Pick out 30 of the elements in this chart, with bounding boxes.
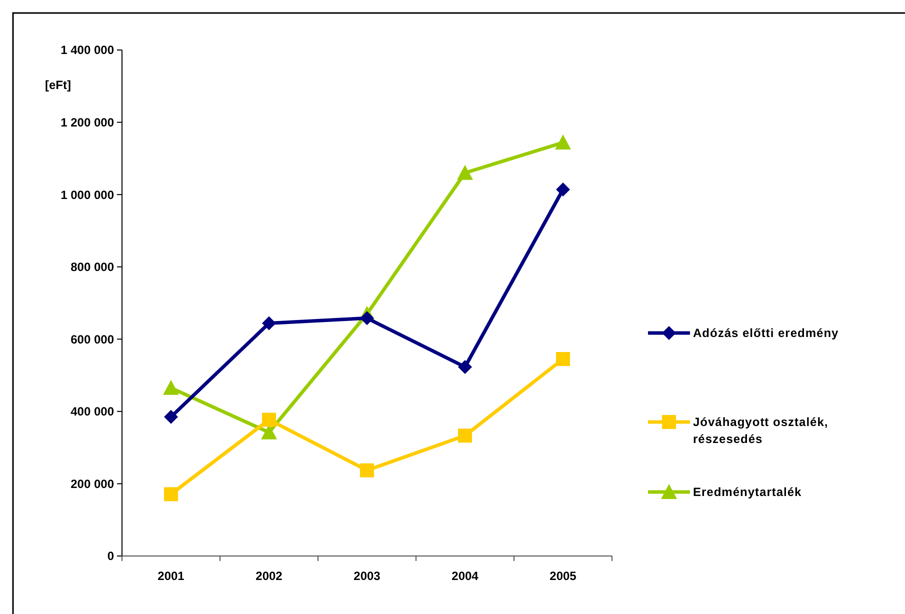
y-axis-title: [eFt] — [45, 78, 71, 92]
y-tick-label: 1 200 000 — [60, 115, 114, 130]
point — [457, 164, 473, 180]
y-tick-label: 400 000 — [70, 404, 114, 419]
x-tick-label: 2004 — [452, 569, 479, 583]
point — [360, 463, 374, 478]
x-tick-label: 2001 — [158, 569, 185, 583]
y-tick-label: 600 000 — [70, 332, 114, 346]
point — [555, 134, 571, 150]
y-tick-label: 200 000 — [70, 476, 114, 491]
x-tick-label: 2003 — [354, 569, 381, 583]
legend-label: Adózás előtti eredmény — [693, 326, 839, 340]
x-tick-label: 2005 — [550, 569, 577, 583]
y-tick-label: 1 000 000 — [60, 188, 114, 202]
point — [262, 316, 276, 330]
y-tick-label: 0 — [107, 549, 114, 564]
legend-label: Jóváhagyott osztalék, részesedés — [693, 415, 828, 446]
y-tick-label: 1 400 000 — [60, 43, 114, 58]
point — [164, 487, 178, 502]
x-tick-label: 2002 — [256, 569, 283, 583]
point — [163, 380, 179, 395]
point — [164, 410, 178, 424]
point — [556, 352, 570, 366]
point — [262, 412, 276, 427]
point — [458, 428, 472, 443]
y-tick-label: 800 000 — [70, 260, 114, 274]
point — [556, 182, 570, 197]
point — [360, 311, 374, 326]
legend-label: Eredménytartalék — [693, 485, 802, 500]
point — [458, 360, 472, 374]
